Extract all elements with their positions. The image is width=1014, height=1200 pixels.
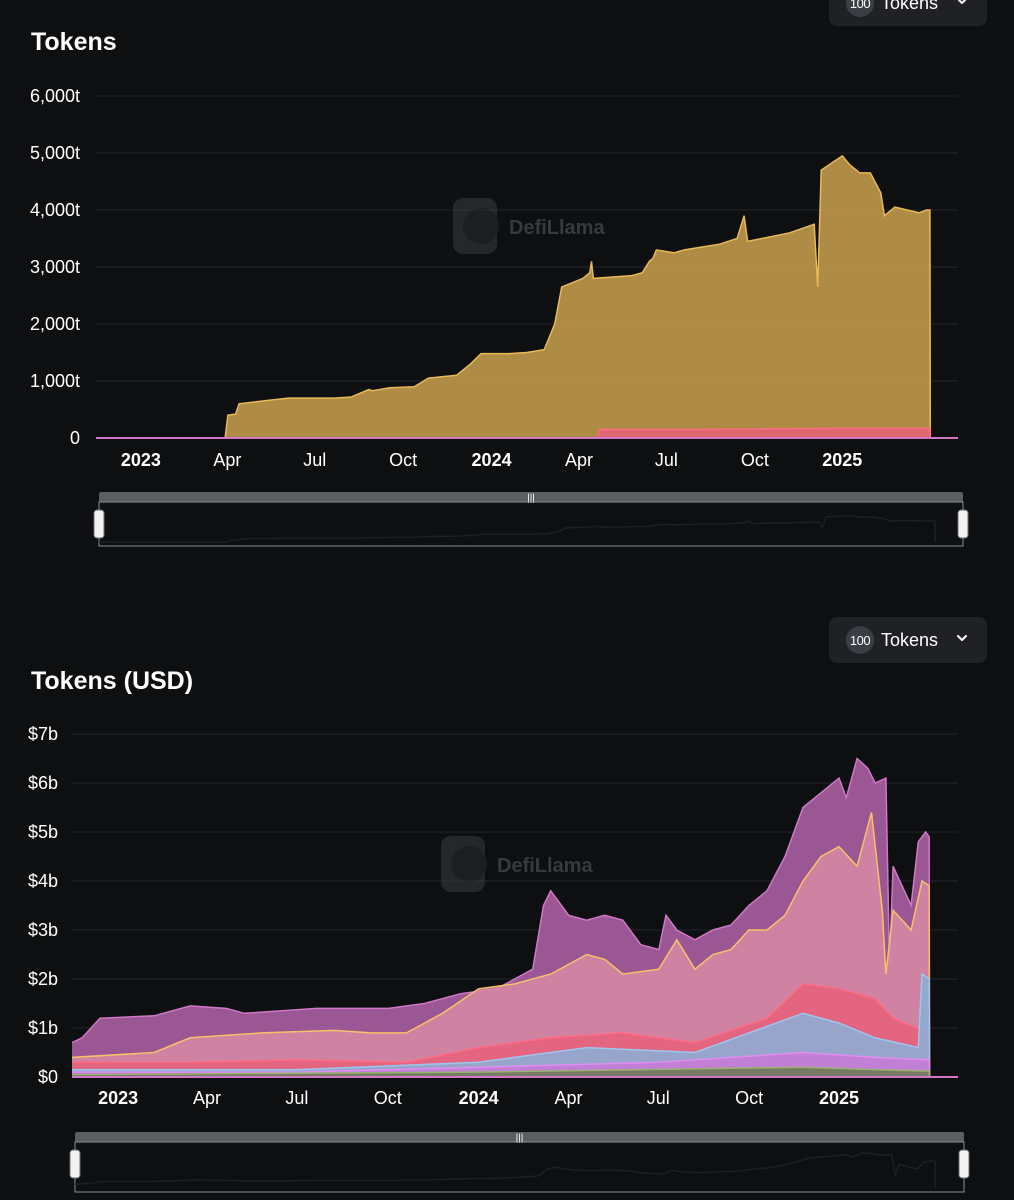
x-tick-label: Apr <box>554 1088 582 1108</box>
navigator-series-line <box>99 514 936 543</box>
x-tick-label: Jul <box>303 450 326 470</box>
defillama-watermark: DefiLlama <box>441 836 593 892</box>
range-navigator[interactable]: ||| <box>93 492 969 547</box>
x-tick-label: 2025 <box>819 1088 859 1108</box>
x-tick-label: Oct <box>735 1088 763 1108</box>
x-tick-label: Jul <box>285 1088 308 1108</box>
tokens-usd-area-chart[interactable]: $0 $1b $2b $3b $4b $5b $6b $7b DefiLlama 2023 Apr J… <box>0 617 1014 1200</box>
x-tick-label: Apr <box>193 1088 221 1108</box>
y-tick-label: $0 <box>38 1067 58 1087</box>
y-tick-label: $1b <box>28 1018 58 1038</box>
x-tick-label: Apr <box>213 450 241 470</box>
x-tick-label: Oct <box>374 1088 402 1108</box>
token-dropdown-label: Tokens <box>881 629 939 650</box>
y-tick-label: 2,000t <box>30 314 80 334</box>
y-tick-label: 4,000t <box>30 200 80 220</box>
chart-title: Tokens (USD) <box>31 667 194 695</box>
y-tick-label: $2b <box>28 969 58 989</box>
llama-logo-icon <box>451 846 487 882</box>
series-line <box>72 972 931 1078</box>
range-navigator[interactable]: ||| <box>69 1132 970 1193</box>
navigator-frame <box>98 501 964 547</box>
series-line <box>71 812 931 1078</box>
watermark-text: DefiLlama <box>509 217 605 239</box>
series-line <box>596 427 932 439</box>
series-line <box>71 757 931 1078</box>
tokens-chart-panel: 100 Tokens Tokens 0 1,000t 2,000t 3,000t 4,0… <box>0 0 1014 560</box>
y-tick-label: $4b <box>28 871 58 891</box>
x-tick-label: 2023 <box>121 450 161 470</box>
series-line <box>96 154 932 439</box>
x-tick-label: Apr <box>565 450 593 470</box>
series-area <box>72 974 930 1077</box>
y-tick-label: 6,000t <box>30 86 80 106</box>
token-count-dropdown[interactable]: 100 Tokens <box>829 617 987 663</box>
series-line <box>72 983 931 1078</box>
navigator-scrollbar[interactable] <box>99 492 963 502</box>
token-count-dropdown[interactable]: 100 Tokens <box>829 0 987 26</box>
watermark-text: DefiLlama <box>497 855 593 877</box>
x-tick-label: 2024 <box>472 450 512 470</box>
navigator-handle[interactable] <box>69 1149 81 1179</box>
x-tick-label: Oct <box>741 450 769 470</box>
y-tick-label: $3b <box>28 920 58 940</box>
x-tick-label: Jul <box>647 1088 670 1108</box>
llama-logo-icon <box>463 208 499 244</box>
series-line <box>71 1066 931 1078</box>
navigator-series-line <box>74 1151 937 1189</box>
series-area <box>72 812 930 1077</box>
navigator-handle[interactable] <box>957 509 969 539</box>
chart-title: Tokens <box>31 28 117 56</box>
scrollbar-grip-icon[interactable]: ||| <box>527 493 535 504</box>
x-tick-label: 2024 <box>459 1088 499 1108</box>
defillama-watermark: DefiLlama <box>453 198 605 254</box>
tokens-area-chart[interactable]: 0 1,000t 2,000t 3,000t 4,000t 5,000t 6,000t Def… <box>0 0 1014 560</box>
navigator-scrollbar[interactable] <box>75 1132 964 1142</box>
token-count-badge: 100 <box>846 626 874 654</box>
series-area <box>596 428 931 438</box>
navigator-handle[interactable] <box>958 1149 970 1179</box>
chevron-down-icon <box>957 635 967 641</box>
chevron-down-icon <box>957 0 967 4</box>
scrollbar-grip-icon[interactable]: ||| <box>516 1133 524 1144</box>
navigator-handle[interactable] <box>93 509 105 539</box>
x-tick-label: 2025 <box>822 450 862 470</box>
x-tick-label: 2023 <box>98 1088 138 1108</box>
y-tick-label: 3,000t <box>30 257 80 277</box>
y-tick-label: $7b <box>28 724 58 744</box>
y-tick-label: $5b <box>28 822 58 842</box>
y-tick-label: 1,000t <box>30 371 80 391</box>
series-line <box>72 1051 931 1078</box>
y-tick-label: 5,000t <box>30 143 80 163</box>
token-dropdown-label: Tokens <box>881 0 939 13</box>
navigator-frame <box>74 1141 965 1193</box>
x-tick-label: Jul <box>655 450 678 470</box>
y-tick-label: 0 <box>70 428 80 448</box>
token-count-badge: 100 <box>846 0 874 17</box>
tokens-usd-chart-panel: 100 Tokens Tokens (USD) $0 $1b $2b $3b $4b $5… <box>0 617 1014 1200</box>
x-tick-label: Oct <box>389 450 417 470</box>
series-area <box>96 155 931 438</box>
y-tick-label: $6b <box>28 773 58 793</box>
